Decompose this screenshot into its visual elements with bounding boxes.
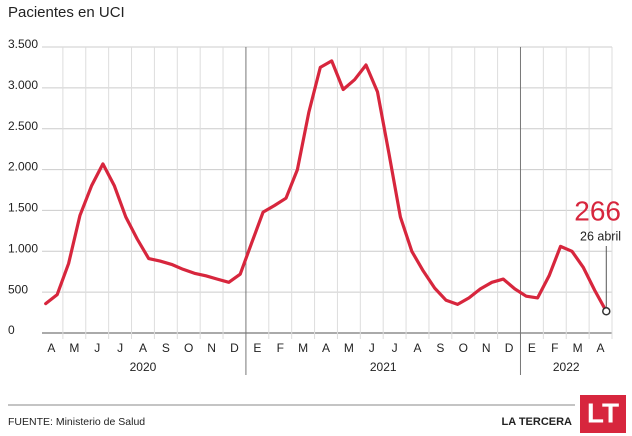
x-tick-label: J (117, 341, 123, 355)
x-tick-label: O (459, 341, 468, 355)
y-tick-label: 3.500 (8, 37, 38, 51)
y-tick-label: 0 (8, 323, 15, 337)
y-tick-label: 1.000 (8, 241, 38, 255)
x-tick-label: D (230, 341, 239, 355)
x-tick-label: A (47, 341, 55, 355)
x-tick-label: S (162, 341, 170, 355)
source: FUENTE: Ministerio de Salud (8, 416, 145, 428)
brand: LA TERCERA (502, 416, 573, 428)
x-tick-label: D (505, 341, 514, 355)
x-tick-label: A (597, 341, 605, 355)
x-tick-label: E (253, 341, 261, 355)
data-line (44, 59, 608, 313)
x-tick-label: A (322, 341, 330, 355)
y-tick-label: 500 (8, 282, 28, 296)
x-tick-label: J (94, 341, 100, 355)
annotation: 26 abril (580, 229, 621, 243)
x-tick-label: M (298, 341, 308, 355)
x-tick-label: J (369, 341, 375, 355)
x-tick-label: E (528, 341, 536, 355)
x-tick-label: M (573, 341, 583, 355)
year-label: 2021 (370, 360, 397, 374)
x-tick-label: M (69, 341, 79, 355)
x-tick-label: A (139, 341, 147, 355)
y-tick-label: 1.500 (8, 201, 38, 215)
x-tick-label: F (277, 341, 284, 355)
logo: LT (587, 397, 619, 428)
y-tick-label: 3.000 (8, 78, 38, 92)
x-tick-label: J (392, 341, 398, 355)
year-label: 2020 (130, 360, 157, 374)
end-value-label: 266 (574, 195, 621, 226)
x-tick-label: F (551, 341, 558, 355)
x-tick-label: S (436, 341, 444, 355)
logo-box (580, 395, 626, 433)
end-point (602, 307, 611, 316)
x-tick-label: M (344, 341, 354, 355)
x-tick-label: N (207, 341, 216, 355)
x-tick-label: O (184, 341, 193, 355)
x-tick-label: A (414, 341, 422, 355)
x-tick-label: N (482, 341, 491, 355)
y-tick-label: 2.500 (8, 119, 38, 133)
y-tick-label: 2.000 (8, 160, 38, 174)
year-label: 2022 (553, 360, 580, 374)
chart-title: Pacientes en UCI (8, 4, 125, 21)
